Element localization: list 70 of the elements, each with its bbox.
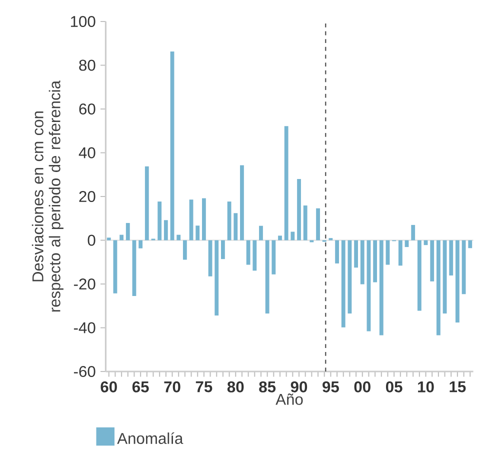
bar [456,240,460,323]
bar [297,179,301,240]
y-tick-label: 20 [79,191,96,202]
bar [265,240,270,314]
bar [227,202,232,240]
bar [373,240,378,282]
x-tick-label: 05 [386,382,402,393]
x-tick-label: 60 [100,382,117,393]
bar [170,52,174,240]
x-tick-label: 10 [418,382,434,393]
bar [278,236,282,240]
y-tick-label: -40 [74,322,96,334]
bar [189,200,194,240]
bar [272,240,276,275]
bar [449,240,454,276]
bar [252,240,257,271]
bar [398,240,402,266]
bar [379,240,384,336]
bar [386,240,390,265]
bar [290,232,295,240]
bar [411,225,416,240]
bar [221,240,225,260]
bar [240,165,244,240]
x-tick-label: 15 [450,382,466,392]
y-tick-label: 0 [88,234,96,246]
x-tick-label: 75 [196,382,212,392]
bar [202,198,206,240]
bar [138,240,143,249]
bar [120,234,124,240]
legend-label: Anomalía [117,432,184,444]
y-axis-title: Desviaciones en cm con respecto al periodo de referencia [32,80,64,312]
x-tick-label: 80 [227,382,244,393]
bar [366,240,371,332]
bar [436,240,440,336]
bar [126,223,130,240]
bar [316,208,320,240]
bar [234,213,238,240]
y-tick-label: 40 [78,147,96,158]
x-tick-label: 95 [322,382,339,393]
bar [335,240,339,264]
x-tick-label: 65 [132,382,149,393]
bar [182,240,187,260]
y-tick-label: 60 [79,104,96,115]
bar [341,240,346,328]
y-tick-label: 80 [79,60,96,71]
bar [158,202,162,240]
y-tick-label: -60 [74,366,96,378]
bar [430,240,434,282]
bar [144,166,149,240]
bar [176,234,181,240]
y-tick-label: 100 [70,16,96,28]
x-tick-label: 70 [164,382,180,393]
bar [468,240,472,248]
y-tick-label: -20 [74,278,96,290]
bar [354,240,358,268]
bar [284,126,288,240]
bar [360,240,364,284]
x-tick-label: 85 [259,382,276,393]
bar [462,240,466,294]
bar [259,226,263,240]
bar [246,240,250,265]
bar [196,226,200,240]
bar [164,220,168,240]
x-tick-label: 90 [290,382,308,393]
bar [106,238,111,240]
bar [214,240,219,316]
bar [417,240,422,311]
bar [303,206,308,240]
x-tick-label: 00 [354,382,370,393]
x-axis-title: Año [276,394,303,406]
